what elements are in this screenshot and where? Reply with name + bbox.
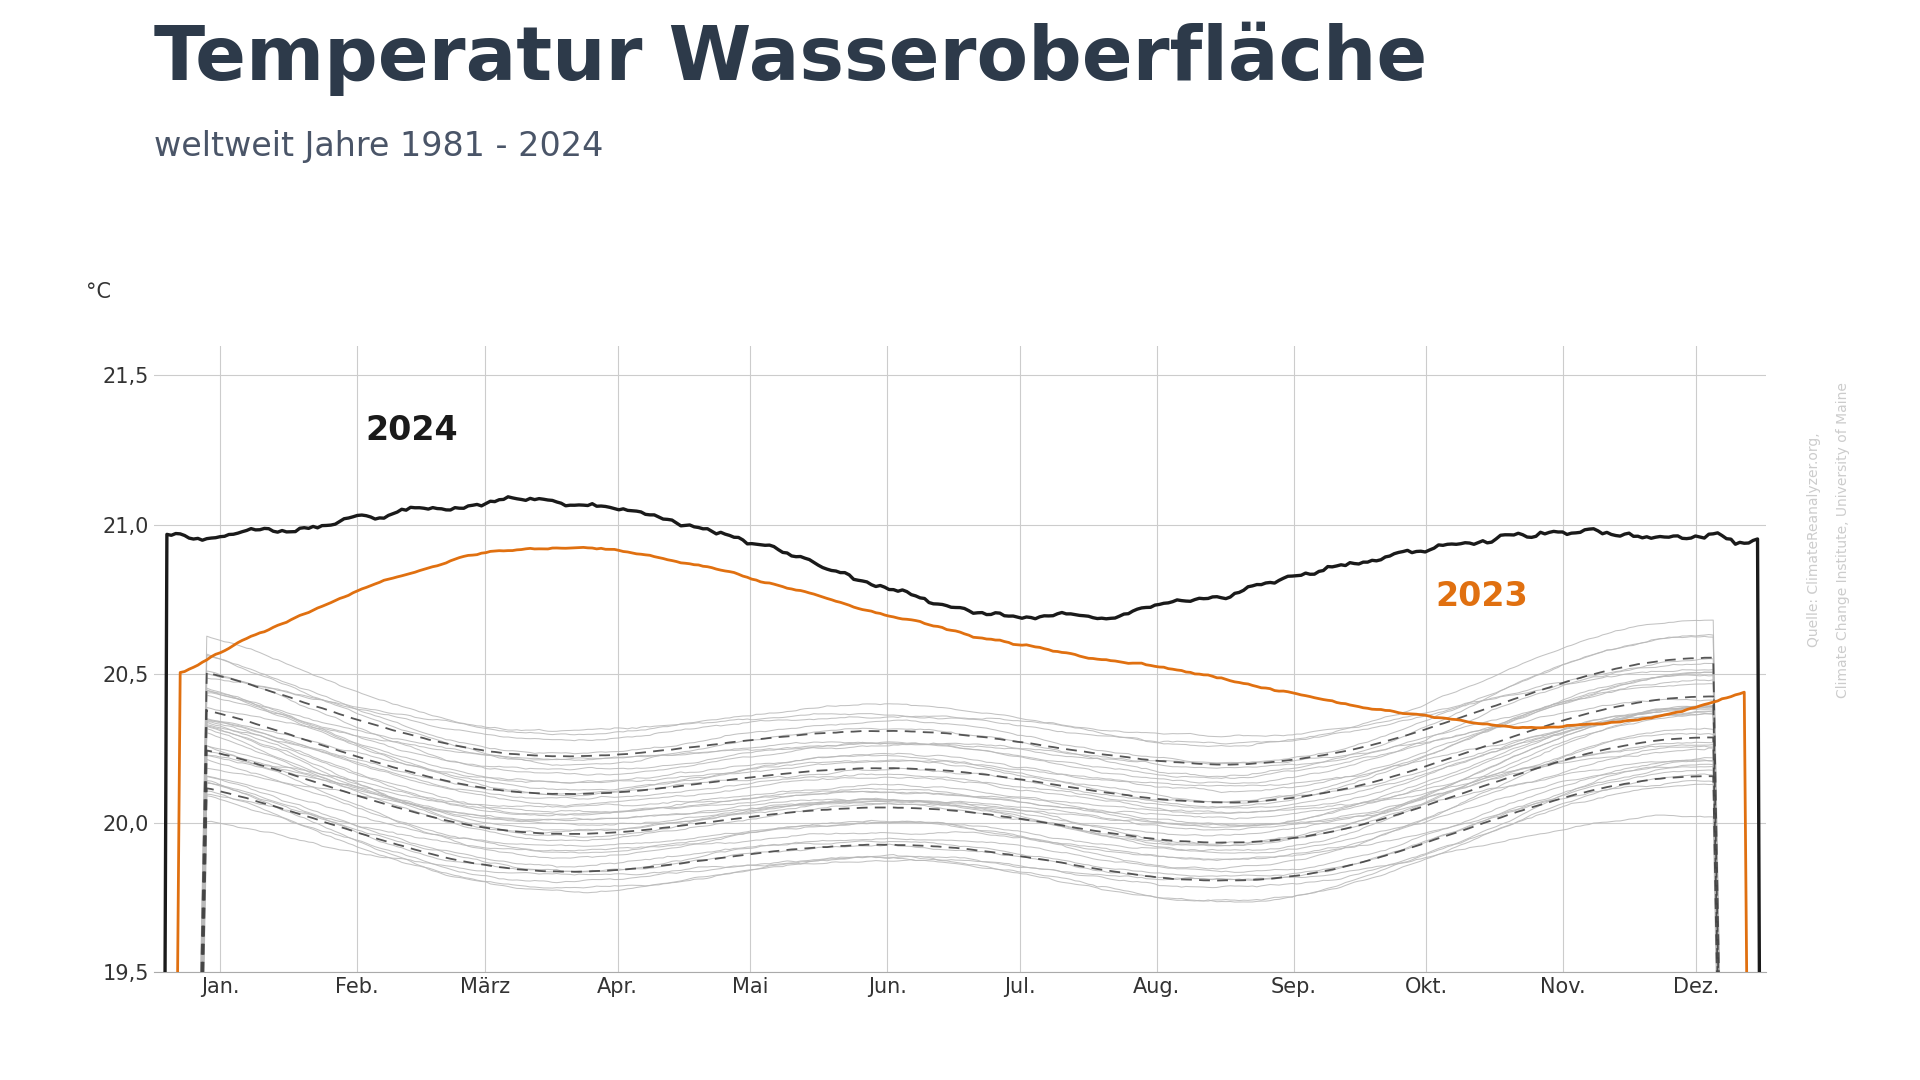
Text: 2023: 2023	[1434, 580, 1528, 612]
Text: Quelle: ClimateReanalyzer.org,: Quelle: ClimateReanalyzer.org,	[1807, 433, 1822, 647]
Text: Temperatur Wasseroberfläche: Temperatur Wasseroberfläche	[154, 22, 1427, 96]
Text: 2024: 2024	[365, 414, 459, 447]
Text: °C: °C	[86, 282, 111, 301]
Text: Climate Change Institute, University of Maine: Climate Change Institute, University of …	[1836, 382, 1851, 698]
Text: weltweit Jahre 1981 - 2024: weltweit Jahre 1981 - 2024	[154, 130, 603, 163]
